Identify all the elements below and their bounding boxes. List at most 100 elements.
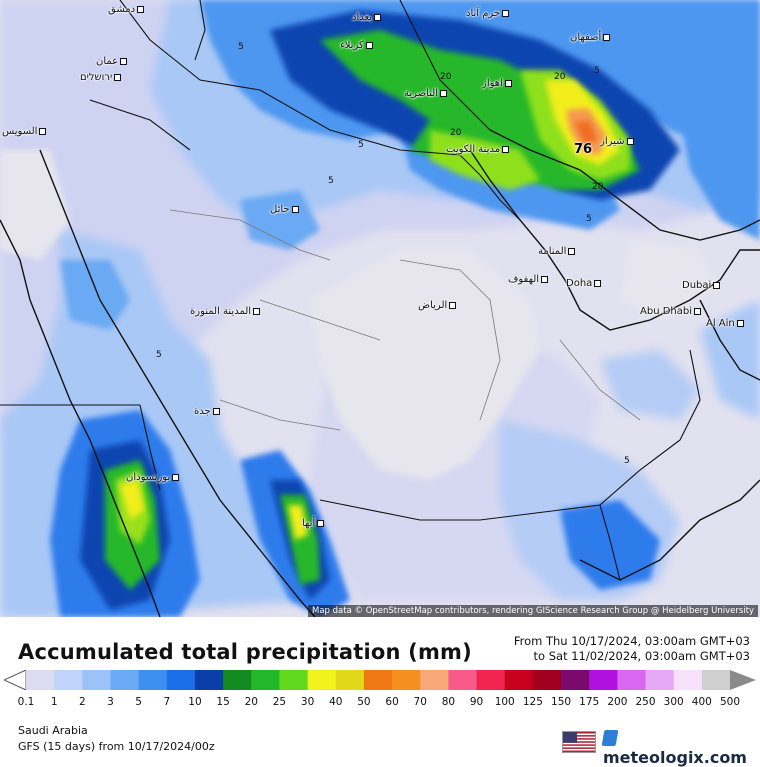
city-name: بغداد bbox=[352, 12, 373, 23]
city-label: دمشق bbox=[108, 4, 146, 15]
city-name: دمشق bbox=[108, 4, 136, 15]
city-label: مدينة الكويت bbox=[446, 144, 511, 155]
city-label: أبها bbox=[302, 518, 326, 529]
city-name: ירושלים bbox=[80, 72, 113, 83]
city-marker-icon bbox=[502, 9, 510, 17]
city-marker-icon bbox=[440, 89, 448, 97]
city-label: Abu Dhabi bbox=[640, 306, 703, 317]
brand-logo[interactable]: meteologix.com bbox=[601, 729, 760, 767]
legend-swatch bbox=[194, 670, 224, 690]
city-marker-icon bbox=[694, 307, 701, 315]
city-label: المنامة bbox=[538, 246, 577, 257]
city-marker-icon bbox=[374, 13, 382, 21]
city-name: كربلاء bbox=[340, 40, 364, 51]
city-name: السويس bbox=[2, 126, 38, 137]
contour-label: 5 bbox=[238, 42, 244, 52]
contour-label: 5 bbox=[328, 176, 334, 186]
city-label: Al Ain bbox=[706, 318, 746, 329]
legend-swatch bbox=[645, 670, 675, 690]
precipitation-map[interactable] bbox=[0, 0, 760, 617]
contour-label: 5 bbox=[594, 66, 600, 76]
legend-swatch bbox=[26, 670, 55, 690]
period-from: From Thu 10/17/2024, 03:00am GMT+03 bbox=[513, 634, 750, 648]
contour-label: 5 bbox=[586, 214, 592, 224]
city-marker-icon bbox=[626, 137, 634, 145]
legend-label: 50 bbox=[357, 696, 371, 708]
legend-swatch bbox=[110, 670, 140, 690]
legend-label: 175 bbox=[579, 696, 600, 708]
legend-label: 100 bbox=[494, 696, 515, 708]
city-label: حائل bbox=[270, 204, 301, 215]
contour-label: 5 bbox=[624, 456, 630, 466]
city-name: المدينة المنورة bbox=[190, 306, 252, 317]
city-label: بورتسودان bbox=[126, 472, 181, 483]
city-label: عمان bbox=[96, 56, 129, 67]
contour-label: 20 bbox=[592, 182, 604, 192]
legend-label: 60 bbox=[385, 696, 399, 708]
legend-label: 10 bbox=[188, 696, 202, 708]
city-marker-icon bbox=[736, 319, 744, 327]
contour-label: 5 bbox=[156, 350, 162, 360]
city-marker-icon bbox=[120, 57, 128, 65]
city-label: أصفهان bbox=[570, 32, 612, 43]
legend-label: 300 bbox=[663, 696, 684, 708]
city-name: جدة bbox=[194, 406, 211, 417]
precip-50-70-layer bbox=[566, 108, 606, 155]
brand-name: meteologix.com bbox=[603, 748, 747, 767]
city-marker-icon bbox=[713, 281, 721, 289]
legend-label: 2 bbox=[78, 696, 86, 708]
city-name: الناصرية bbox=[404, 88, 439, 99]
legend-swatch bbox=[279, 670, 309, 690]
country-borders bbox=[0, 0, 701, 581]
legend-swatch bbox=[363, 670, 393, 690]
legend-label: 40 bbox=[329, 696, 343, 708]
max-precip-label: 76 bbox=[574, 142, 593, 157]
city-name: الرياض bbox=[418, 300, 448, 311]
city-marker-icon bbox=[39, 127, 47, 135]
legend-swatch bbox=[335, 670, 365, 690]
city-name: بورتسودان bbox=[126, 472, 171, 483]
city-label: الناصرية bbox=[404, 88, 449, 99]
legend-swatch bbox=[392, 670, 421, 690]
city-label: اهواز bbox=[482, 78, 514, 89]
map-canvas bbox=[0, 0, 760, 617]
legend-swatch bbox=[532, 670, 562, 690]
legend-label: 25 bbox=[272, 696, 287, 708]
city-name: شيراز bbox=[600, 136, 625, 147]
city-name: اهواز bbox=[482, 78, 503, 89]
city-label: Doha bbox=[566, 278, 603, 289]
city-marker-icon bbox=[114, 73, 122, 81]
legend-swatch bbox=[617, 670, 647, 690]
legend-swatch bbox=[166, 670, 196, 690]
legend-swatch bbox=[504, 670, 534, 690]
contour-label: 20 bbox=[440, 72, 452, 82]
city-name: أبها bbox=[302, 518, 316, 529]
map-attribution[interactable]: Map data © OpenStreetMap contributors, r… bbox=[308, 605, 758, 617]
dry-areas bbox=[0, 150, 720, 480]
city-name: خرم آباد bbox=[466, 8, 501, 19]
us-flag-icon[interactable] bbox=[562, 731, 596, 753]
legend-label: 5 bbox=[135, 696, 142, 708]
legend-swatch bbox=[420, 670, 449, 690]
city-label: السويس bbox=[2, 126, 48, 137]
contour-label: 20 bbox=[450, 128, 462, 138]
city-label: ירושלים bbox=[80, 72, 123, 83]
city-name: المنامة bbox=[538, 246, 567, 257]
city-marker-icon bbox=[172, 473, 180, 481]
legend-max-arrow bbox=[730, 670, 756, 690]
legend-label: 150 bbox=[551, 696, 572, 708]
city-marker-icon bbox=[253, 307, 261, 315]
legend-label: 500 bbox=[719, 696, 741, 708]
city-marker-icon bbox=[541, 275, 549, 283]
city-marker-icon bbox=[137, 5, 145, 13]
legend-label: 15 bbox=[216, 696, 230, 708]
city-marker-icon bbox=[504, 79, 512, 87]
contour-label: 5 bbox=[358, 140, 364, 150]
legend-swatch bbox=[673, 670, 703, 690]
region-name: Saudi Arabia bbox=[18, 724, 88, 737]
city-name: عمان bbox=[96, 56, 119, 67]
legend-label: 1 bbox=[50, 696, 58, 708]
city-marker-icon bbox=[317, 519, 325, 527]
city-label: Dubai bbox=[682, 280, 722, 291]
legend-swatch bbox=[307, 670, 337, 690]
